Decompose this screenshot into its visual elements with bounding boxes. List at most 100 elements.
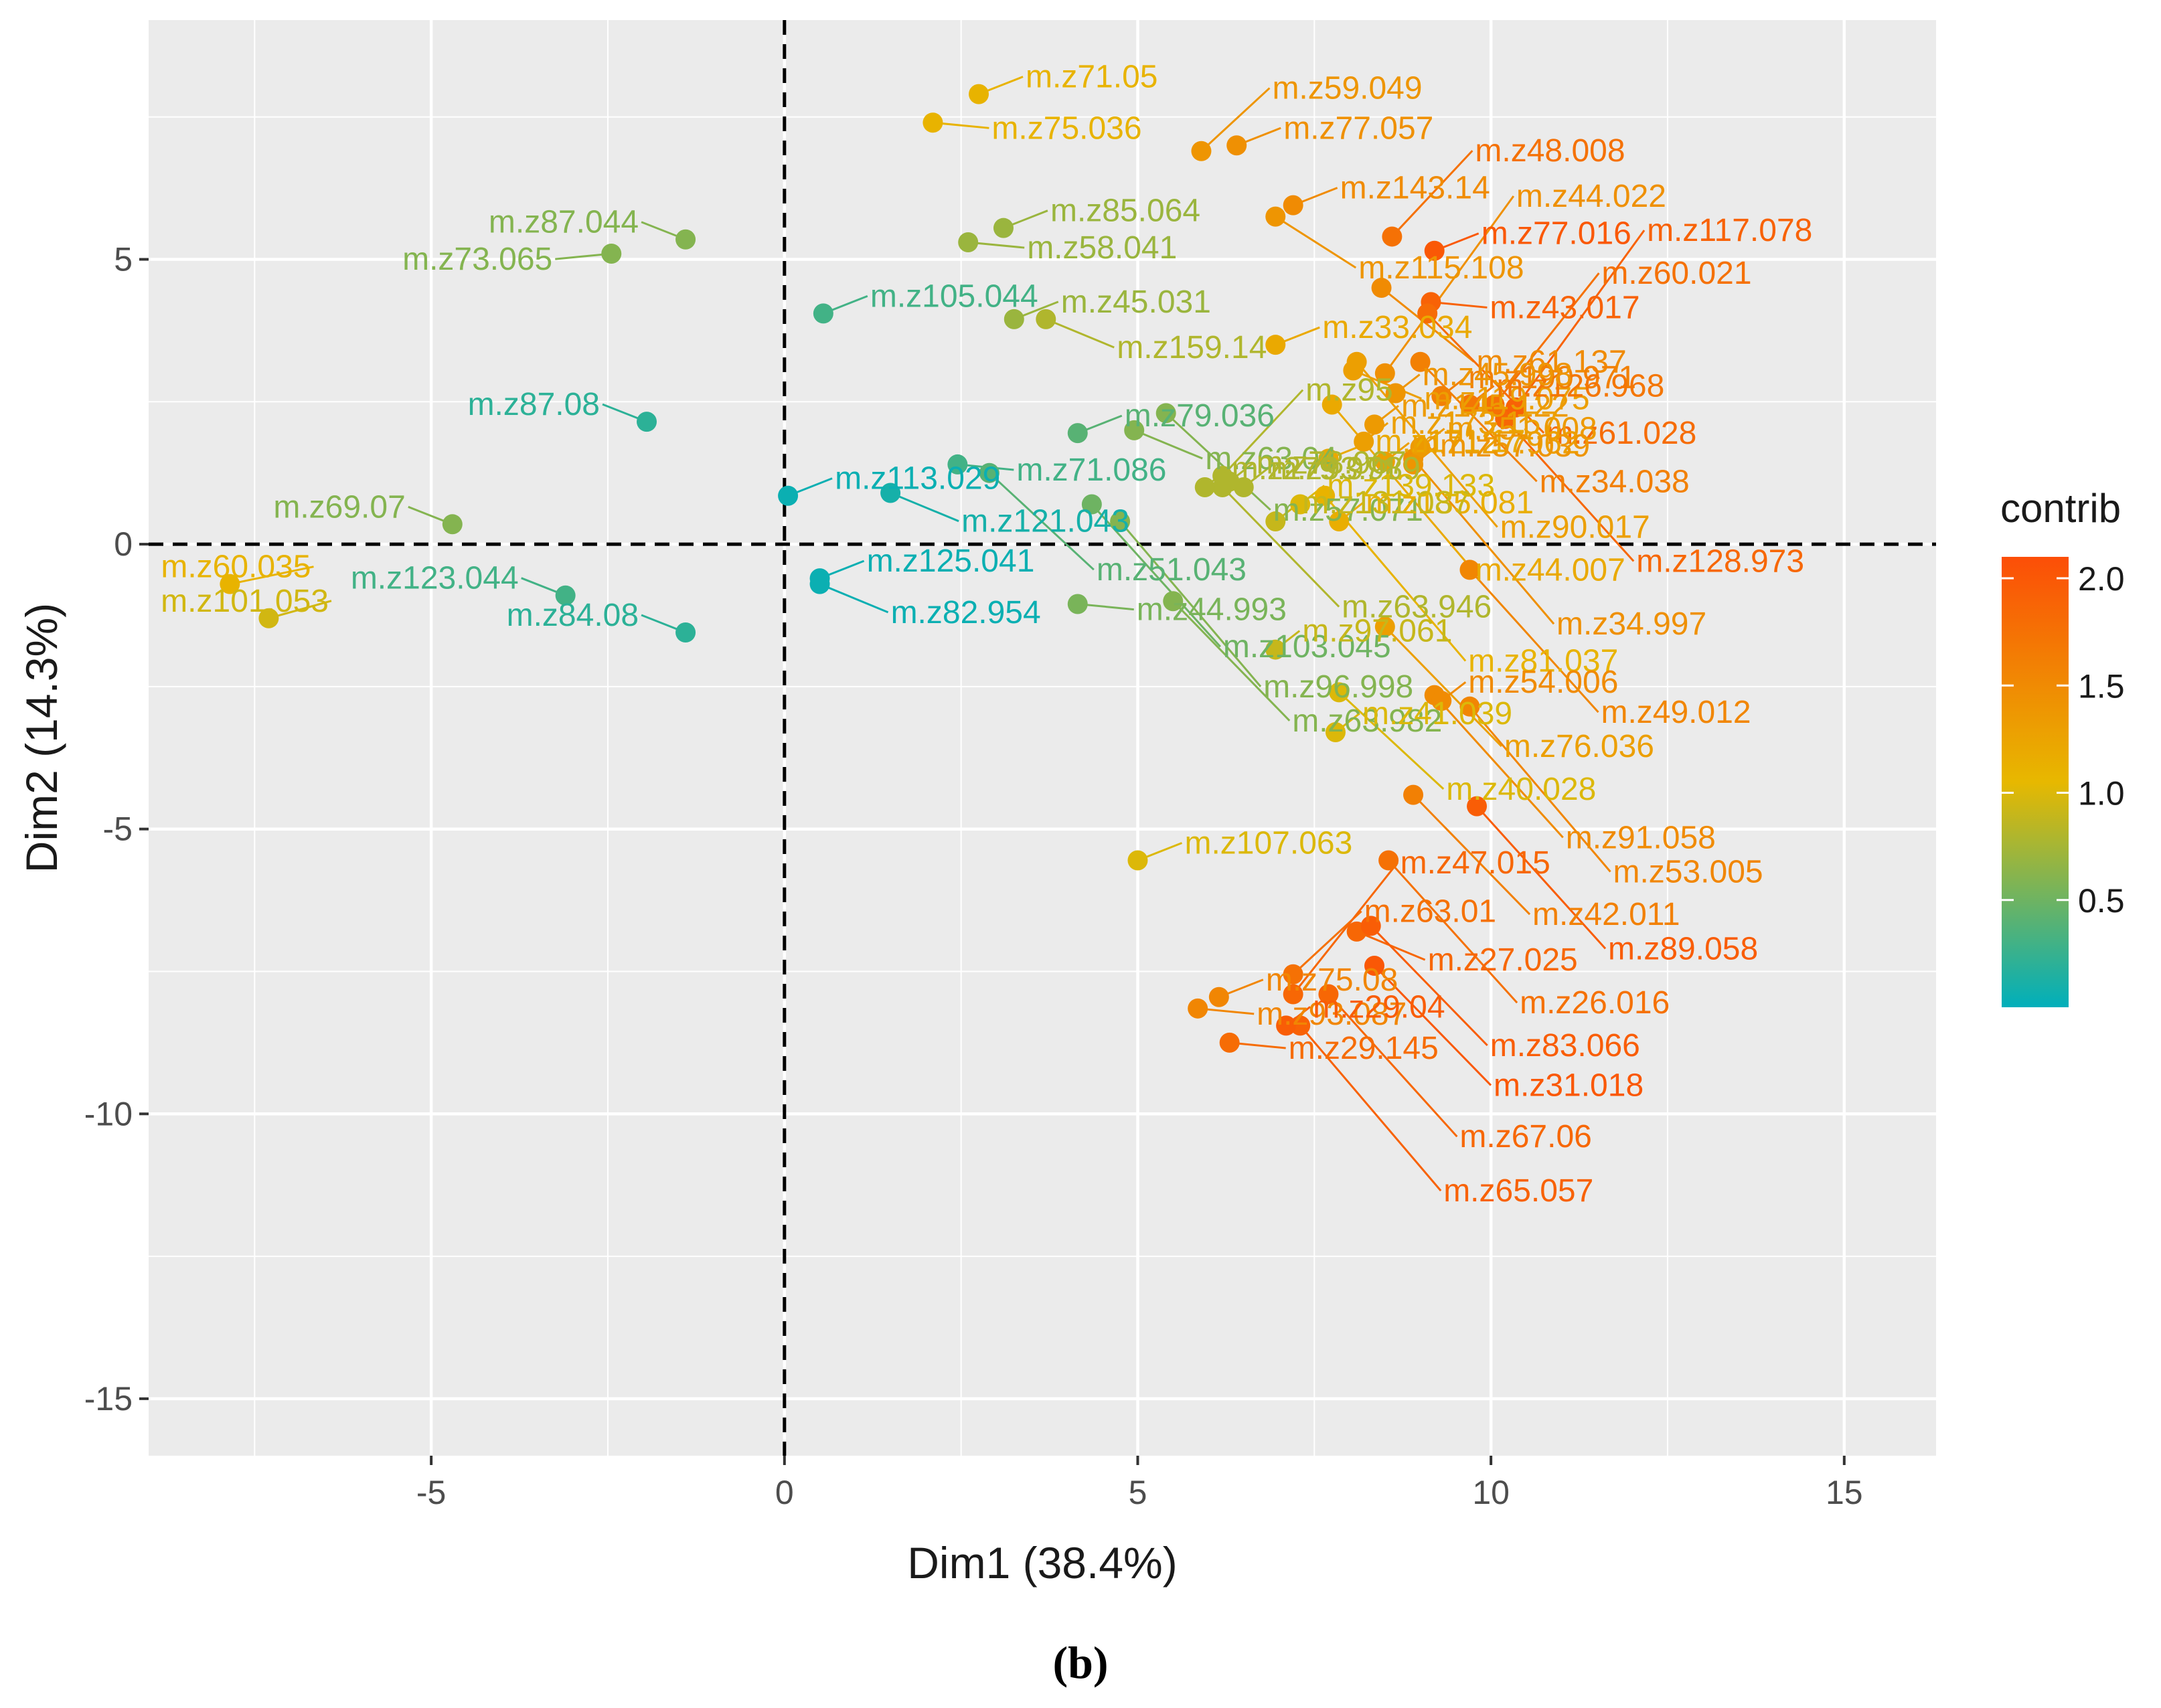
point-label: m.z48.008 bbox=[1475, 133, 1625, 169]
label-leader-line bbox=[1412, 794, 1531, 916]
point-label: m.z76.036 bbox=[1504, 729, 1654, 764]
label-leader-line bbox=[1200, 87, 1271, 152]
data-point bbox=[1506, 397, 1526, 418]
data-point bbox=[1403, 784, 1424, 805]
data-point bbox=[1417, 303, 1438, 324]
point-label: m.z126.968 bbox=[1496, 369, 1664, 404]
data-points bbox=[220, 84, 1526, 1053]
point-label: m.z27.025 bbox=[1428, 942, 1578, 978]
label-leader-line bbox=[1328, 993, 1458, 1138]
point-label: m.z159.14 bbox=[1117, 330, 1267, 365]
point-label: m.z93.989 bbox=[1271, 451, 1421, 487]
point-label: m.z67.06 bbox=[1459, 1119, 1591, 1155]
point-label: m.z75.08 bbox=[1266, 962, 1398, 998]
label-leader-line bbox=[1045, 318, 1115, 349]
data-point bbox=[1403, 454, 1424, 475]
label-leader-line bbox=[1133, 429, 1203, 460]
label-leader-line bbox=[1292, 862, 1398, 995]
point-label: m.z103.045 bbox=[1223, 629, 1391, 665]
data-point bbox=[778, 485, 799, 506]
legend-tick-label: 1.5 bbox=[2078, 667, 2125, 705]
point-label: m.z63.982 bbox=[1292, 703, 1442, 739]
point-label: m.z127.962 bbox=[1412, 426, 1580, 461]
label-leader-line bbox=[1388, 859, 1518, 1004]
data-point bbox=[947, 454, 968, 475]
point-label: m.z57.039 bbox=[1440, 428, 1590, 464]
data-point bbox=[1290, 1015, 1311, 1036]
data-point bbox=[1360, 916, 1381, 936]
point-label: m.z61.137 bbox=[1477, 344, 1627, 379]
data-point bbox=[442, 514, 463, 535]
point-label: m.z41.039 bbox=[1362, 696, 1512, 732]
label-leader-line bbox=[988, 472, 1095, 571]
label-leader-line bbox=[1427, 313, 1545, 434]
label-leader-line bbox=[1119, 521, 1262, 687]
point-label: m.z63.946 bbox=[1342, 590, 1492, 625]
point-label: m.z84.08 bbox=[507, 598, 639, 633]
point-label: m.z91.058 bbox=[1566, 820, 1716, 855]
data-point bbox=[1219, 471, 1240, 492]
label-leader-line bbox=[1384, 195, 1515, 374]
point-label: m.z40.028 bbox=[1446, 772, 1596, 807]
legend-colorbar: contrib 0.5 1.0 1.5 2.0 bbox=[2000, 486, 2125, 1007]
point-label: m.z26.016 bbox=[1520, 985, 1670, 1021]
data-point bbox=[1155, 403, 1176, 424]
figure-caption: (b) bbox=[0, 1636, 2161, 1689]
y-tick-label: -15 bbox=[84, 1380, 133, 1418]
point-labels: m.z71.05 m.z75.036 m.z77.057 m.z59.049 m.z14… bbox=[161, 60, 1812, 1209]
point-label: m.z117.078 bbox=[1647, 213, 1812, 248]
data-point bbox=[1410, 351, 1431, 372]
point-label: m.z73.065 bbox=[402, 242, 552, 277]
point-label: m.z71.086 bbox=[1016, 452, 1166, 488]
y-axis-title: Dim2 (14.3%) bbox=[17, 603, 66, 873]
data-point bbox=[993, 218, 1014, 238]
point-label: m.z87.044 bbox=[489, 205, 639, 240]
data-point bbox=[1385, 383, 1406, 404]
point-label: m.z69.07 bbox=[273, 489, 405, 525]
point-label: m.z60.021 bbox=[1601, 256, 1751, 291]
point-label: m.z42.011 bbox=[1532, 897, 1680, 932]
point-label: m.z171.17 bbox=[1375, 424, 1525, 459]
point-label: m.z101.053 bbox=[161, 584, 329, 619]
point-label: m.z63.01 bbox=[1364, 894, 1496, 930]
x-tick-label: -5 bbox=[416, 1474, 446, 1511]
data-point bbox=[1283, 964, 1303, 985]
data-point bbox=[1124, 420, 1145, 440]
label-leader-line bbox=[230, 566, 314, 586]
point-label: m.z34.038 bbox=[1540, 464, 1690, 499]
data-point bbox=[1265, 511, 1286, 532]
point-label: m.z44.993 bbox=[1137, 592, 1287, 628]
label-leader-line bbox=[1469, 705, 1611, 873]
data-point bbox=[601, 243, 622, 264]
label-leader-line bbox=[1433, 694, 1564, 839]
x-axis-title: Dim1 (38.4%) bbox=[907, 1538, 1177, 1588]
data-point bbox=[555, 585, 576, 606]
point-label: m.z77.016 bbox=[1482, 216, 1631, 252]
point-label: m.z54.006 bbox=[1468, 665, 1618, 700]
data-point bbox=[1265, 206, 1286, 227]
point-label: m.z90.017 bbox=[1500, 510, 1650, 545]
data-point bbox=[1410, 437, 1431, 458]
label-leader-line bbox=[1391, 150, 1473, 238]
data-point bbox=[1424, 240, 1445, 261]
point-label: m.z57.071 bbox=[1273, 493, 1423, 528]
label-leader-line bbox=[1475, 805, 1607, 950]
label-leader-line bbox=[1352, 369, 1422, 400]
data-point bbox=[1265, 639, 1286, 660]
legend-tick-label: 2.0 bbox=[2078, 560, 2125, 598]
point-label: m.z143.14 bbox=[1340, 171, 1490, 206]
data-point bbox=[1459, 560, 1480, 580]
point-label: m.z71.05 bbox=[1026, 60, 1157, 95]
data-point bbox=[1431, 386, 1452, 406]
data-point bbox=[1219, 1032, 1240, 1053]
label-leader-line bbox=[1338, 691, 1445, 790]
label-leader-line bbox=[1373, 964, 1492, 1086]
label-leader-line bbox=[1380, 286, 1475, 363]
data-point bbox=[1036, 309, 1056, 329]
point-label: m.z279.971 bbox=[1232, 451, 1400, 487]
point-label: m.z60.035 bbox=[161, 549, 311, 585]
x-tick-label: 5 bbox=[1129, 1474, 1147, 1511]
data-point bbox=[220, 574, 240, 594]
point-label: m.z63.04 bbox=[1205, 441, 1337, 477]
